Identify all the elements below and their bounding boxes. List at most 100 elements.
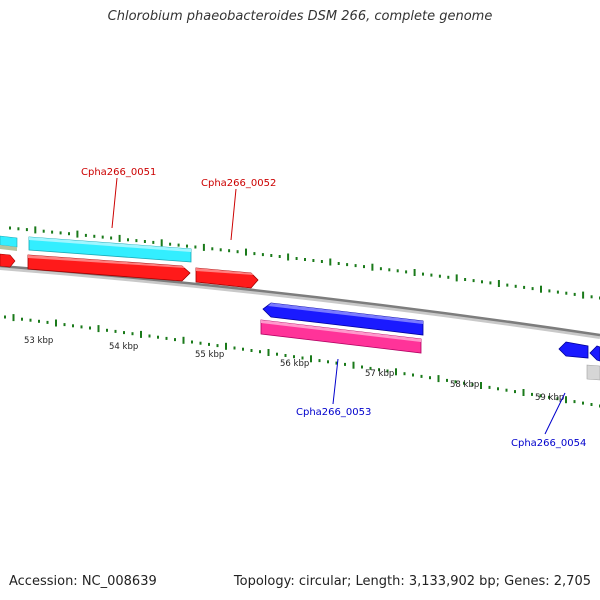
- minor-tick: [514, 390, 516, 394]
- minor-tick: [242, 347, 244, 351]
- minor-tick: [304, 258, 306, 261]
- backbone-shadow: [0, 266, 600, 339]
- minor-tick: [420, 374, 423, 378]
- minor-tick: [335, 361, 338, 365]
- minor-tick: [25, 228, 28, 232]
- minor-tick: [143, 240, 146, 243]
- major-tick: [97, 325, 100, 333]
- minor-tick: [80, 325, 83, 329]
- gene-arrow-cpha266-0054[interactable]: [558, 341, 589, 359]
- minor-tick: [405, 270, 408, 274]
- major-tick: [310, 355, 312, 363]
- kbp-scale: 53 kbp 54 kbp 55 kbp 56 kbp 57 kbp 58 kb…: [24, 336, 564, 403]
- major-tick: [455, 274, 458, 282]
- minor-tick: [152, 240, 155, 244]
- gene-label-cpha266-0051[interactable]: Cpha266_0051: [81, 167, 156, 178]
- minor-tick: [106, 328, 108, 332]
- minor-tick: [59, 231, 62, 235]
- minor-tick: [396, 269, 399, 273]
- minor-tick: [293, 355, 295, 359]
- minor-tick: [148, 334, 151, 338]
- gene-arrow-cpha266-0051-shade: [28, 255, 185, 268]
- major-tick: [34, 226, 37, 234]
- major-tick: [352, 361, 355, 369]
- major-tick: [329, 258, 332, 266]
- gene-label-cpha266-0052[interactable]: Cpha266_0052: [201, 178, 276, 189]
- kbp-label: 58 kbp: [450, 380, 479, 390]
- forward-cds-track: [0, 235, 192, 263]
- minor-tick: [506, 283, 509, 287]
- minor-tick: [446, 378, 448, 382]
- minor-tick: [38, 319, 40, 323]
- major-tick: [160, 239, 163, 247]
- minor-tick: [312, 259, 315, 262]
- leader-line-cpha266-0052: [230, 188, 237, 241]
- minor-tick: [228, 249, 231, 253]
- minor-tick: [430, 273, 433, 277]
- major-tick: [540, 285, 542, 293]
- upper-tick-track: [9, 226, 600, 300]
- gene-labels: Cpha266_0051 Cpha266_0052 Cpha266_0053 C…: [81, 167, 586, 449]
- minor-tick: [573, 292, 576, 296]
- minor-tick: [472, 279, 475, 283]
- kbp-label: 54 kbp: [109, 342, 138, 352]
- major-tick: [245, 248, 247, 256]
- minor-tick: [454, 380, 457, 384]
- minor-tick: [84, 233, 87, 237]
- major-tick: [395, 368, 397, 376]
- minor-tick: [174, 338, 176, 342]
- minor-tick: [301, 356, 304, 360]
- minor-tick: [582, 401, 584, 405]
- minor-tick: [548, 395, 550, 399]
- minor-tick: [489, 281, 492, 285]
- minor-tick: [590, 295, 593, 299]
- minor-tick: [194, 245, 197, 249]
- minor-tick: [191, 340, 193, 344]
- kbp-label: 56 kbp: [280, 359, 309, 369]
- major-tick: [140, 330, 142, 338]
- minor-tick: [278, 255, 281, 258]
- minor-tick: [186, 244, 188, 248]
- major-tick: [371, 263, 374, 271]
- minor-tick: [208, 342, 210, 346]
- minor-tick: [110, 236, 113, 240]
- gene-label-cpha266-0053[interactable]: Cpha266_0053: [296, 407, 371, 418]
- leader-line-cpha266-0054: [544, 392, 566, 435]
- minor-tick: [471, 383, 474, 387]
- minor-tick: [270, 254, 273, 257]
- minor-tick: [463, 381, 465, 385]
- minor-tick: [369, 366, 372, 370]
- minor-tick: [135, 239, 138, 243]
- gene-arrow-right-edge[interactable]: [589, 345, 600, 362]
- kbp-label: 59 kbp: [535, 393, 564, 403]
- gene-arrow-cpha266-0051[interactable]: [27, 254, 191, 282]
- minor-tick: [481, 280, 483, 284]
- map-title: Chlorobium phaeobacteroides DSM 266, com…: [107, 9, 493, 24]
- minor-tick: [379, 267, 382, 271]
- major-tick: [12, 314, 15, 322]
- kbp-label: 57 kbp: [365, 369, 394, 379]
- leader-line-cpha266-0051: [111, 177, 118, 229]
- minor-tick: [556, 397, 559, 401]
- major-tick: [480, 382, 482, 389]
- minor-tick: [233, 346, 236, 350]
- minor-tick: [531, 287, 534, 291]
- minor-tick: [42, 229, 45, 233]
- cds-bar-cpha266-0053-shade: [261, 320, 421, 342]
- minor-tick: [363, 265, 365, 269]
- minor-tick: [464, 278, 467, 281]
- minor-tick: [318, 359, 321, 363]
- cds-bar-cpha266-0053[interactable]: [260, 319, 422, 354]
- minor-tick: [361, 365, 363, 369]
- minor-tick: [131, 332, 134, 336]
- major-tick: [497, 280, 500, 287]
- gene-label-cpha266-0054[interactable]: Cpha266_0054: [511, 438, 586, 449]
- gene-arrow-left-edge[interactable]: [0, 253, 16, 268]
- minor-tick: [284, 354, 287, 357]
- minor-tick: [438, 274, 441, 278]
- minor-tick: [216, 344, 219, 348]
- minor-tick: [412, 373, 414, 377]
- minor-tick: [157, 335, 159, 339]
- major-tick: [287, 253, 290, 261]
